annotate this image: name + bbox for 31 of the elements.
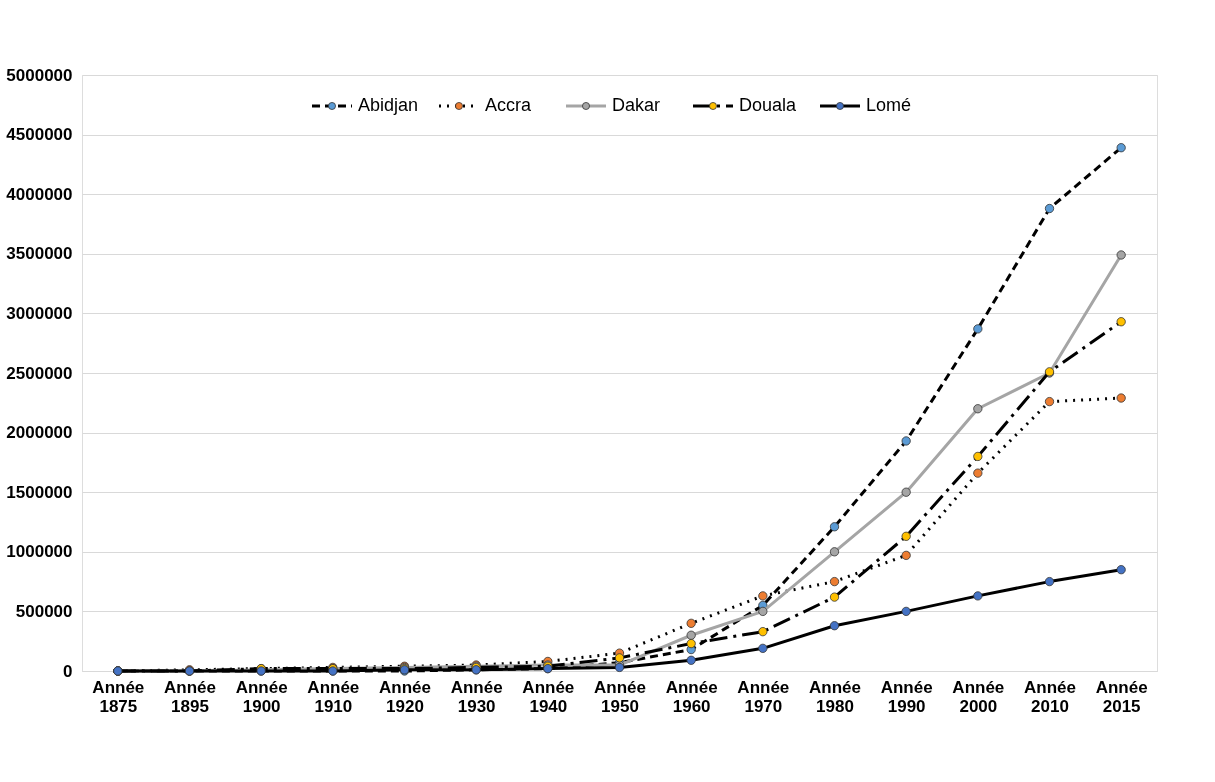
- legend-label: Lomé: [866, 95, 912, 115]
- x-tick-label: Année 1910: [307, 677, 360, 716]
- x-tick-label: Année 1950: [594, 677, 646, 716]
- x-tick-label: Année 1970: [737, 677, 790, 716]
- y-tick-label: 4000000: [6, 184, 73, 204]
- x-tick-label: Année 1930: [450, 677, 503, 716]
- x-tick-label: Année 1895: [164, 677, 216, 716]
- legend-label: Douala: [739, 95, 798, 115]
- x-tick-label: Année 1920: [379, 677, 431, 716]
- y-tick-label: 1000000: [6, 542, 73, 562]
- y-tick-label: 3500000: [6, 244, 73, 264]
- x-tick-label: Année 2000: [952, 677, 1005, 716]
- legend-label: Abidjan: [358, 95, 419, 115]
- y-tick-label: 500000: [15, 601, 73, 621]
- y-tick-label: 3000000: [6, 303, 73, 323]
- y-tick-label: 1500000: [6, 482, 73, 502]
- legend-label: Dakar: [612, 95, 661, 115]
- y-tick-label: 2500000: [6, 363, 73, 383]
- y-tick-label: 0: [63, 661, 73, 681]
- legend-label: Accra: [485, 95, 532, 115]
- x-tick-label: Année 1940: [522, 677, 575, 716]
- y-tick-label: 4500000: [6, 125, 73, 145]
- x-tick-label: Année 1900: [235, 677, 288, 716]
- y-tick-label: 2000000: [6, 423, 73, 443]
- x-tick-label: Année 1960: [665, 677, 718, 716]
- x-tick-label: Année 1875: [92, 677, 145, 716]
- x-tick-label: Année 1990: [880, 677, 933, 716]
- y-tick-label: 5000000: [6, 65, 73, 85]
- x-tick-label: Année 2010: [1024, 677, 1076, 716]
- x-tick-label: Année 2015: [1095, 677, 1148, 716]
- x-tick-label: Année 1980: [809, 677, 861, 716]
